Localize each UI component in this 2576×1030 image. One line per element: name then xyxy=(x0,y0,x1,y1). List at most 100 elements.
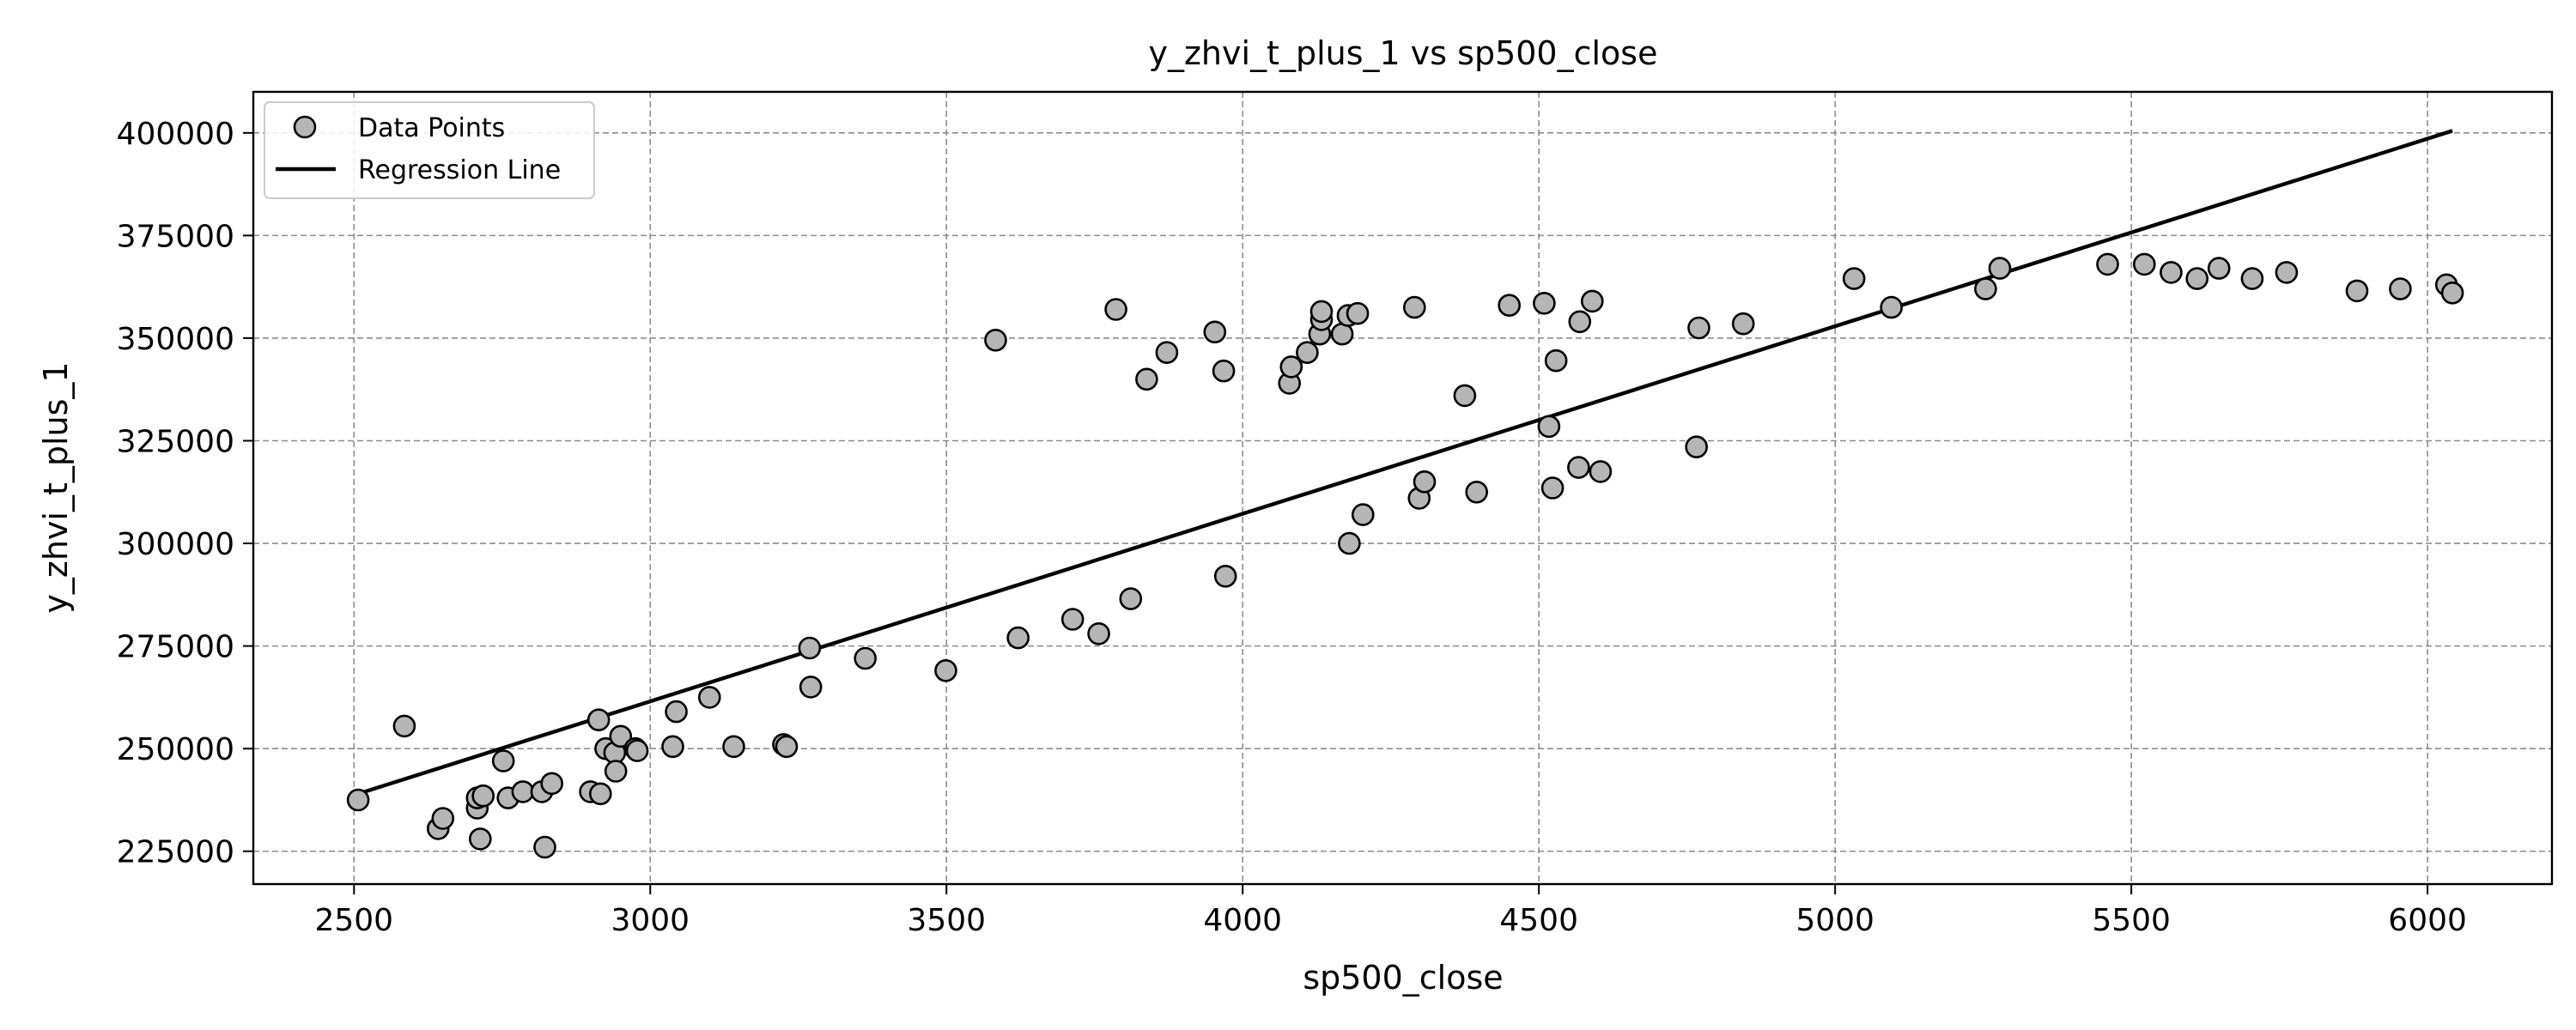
data-point xyxy=(1465,480,1488,504)
data-points-layer xyxy=(346,252,2464,859)
data-point xyxy=(1540,476,1564,500)
data-point xyxy=(1589,460,1613,483)
data-point xyxy=(346,788,370,812)
data-point xyxy=(2275,261,2299,284)
data-point xyxy=(625,739,649,762)
legend-marker-data-points xyxy=(293,115,317,139)
data-point xyxy=(1212,359,1236,383)
data-point xyxy=(1060,608,1084,631)
data-point xyxy=(2096,252,2119,276)
data-point xyxy=(1119,587,1143,610)
data-point xyxy=(2240,267,2264,290)
data-point xyxy=(1685,435,1708,459)
data-point xyxy=(1413,470,1437,494)
y-tick-label: 375000 xyxy=(117,219,234,254)
data-point xyxy=(1567,456,1590,479)
data-point xyxy=(1568,310,1592,334)
legend-label-regression-line: Regression Line xyxy=(358,155,561,185)
data-point xyxy=(2389,277,2412,300)
data-point xyxy=(468,827,492,851)
y-tick-label: 325000 xyxy=(117,425,234,460)
data-point xyxy=(1403,295,1426,319)
data-point xyxy=(1104,298,1127,321)
x-tick-label: 5500 xyxy=(2092,903,2171,938)
y-tick-label: 400000 xyxy=(117,117,234,152)
chart-title: y_zhvi_t_plus_1 vs sp500_close xyxy=(1149,34,1658,72)
x-tick-label: 6000 xyxy=(2388,903,2467,938)
plot-frame xyxy=(252,90,2554,886)
data-point xyxy=(392,714,416,738)
data-point xyxy=(1338,531,1361,555)
x-tick-label: 4000 xyxy=(1203,903,1282,938)
data-point xyxy=(471,784,495,808)
x-tick-label: 2500 xyxy=(314,903,393,938)
data-point xyxy=(1203,320,1227,344)
data-point xyxy=(984,328,1007,352)
data-point xyxy=(586,708,611,732)
data-point xyxy=(1498,294,1521,318)
y-axis-title: y_zhvi_t_plus_1 xyxy=(37,361,75,613)
data-point xyxy=(854,646,878,670)
legend-box xyxy=(264,101,595,199)
data-point xyxy=(1155,341,1179,365)
data-point xyxy=(609,724,633,748)
data-point xyxy=(533,835,556,859)
y-tick-label: 225000 xyxy=(117,835,234,870)
data-point xyxy=(1533,291,1556,315)
x-tick-label: 3500 xyxy=(907,903,986,938)
data-point xyxy=(2185,267,2208,290)
data-point xyxy=(799,676,823,699)
axis-ticks: 2500 3000 3500 4000 4500 5000 5500 6000 225000 25… xyxy=(117,117,2467,938)
data-point xyxy=(604,760,628,783)
data-point xyxy=(1346,301,1370,325)
data-point xyxy=(1213,564,1237,588)
data-point xyxy=(1988,257,2012,280)
regression-line-layer xyxy=(357,129,2453,796)
data-point xyxy=(588,782,612,806)
data-point xyxy=(2440,281,2464,305)
data-point xyxy=(665,700,688,724)
data-point xyxy=(697,686,721,709)
regression-line xyxy=(357,129,2453,796)
data-point xyxy=(540,772,564,796)
x-tick-label: 5000 xyxy=(1795,903,1874,938)
data-point xyxy=(2345,279,2369,303)
data-point xyxy=(1880,295,1903,319)
data-point xyxy=(1352,503,1375,526)
data-point xyxy=(1087,621,1110,645)
data-point xyxy=(1842,267,1866,290)
data-point xyxy=(491,749,515,772)
data-point xyxy=(1537,415,1561,439)
data-point xyxy=(1544,348,1568,373)
x-tick-label: 4500 xyxy=(1499,903,1578,938)
data-point xyxy=(1581,289,1604,313)
legend-label-data-points: Data Points xyxy=(358,113,505,143)
legend: Data Points Regression Line xyxy=(264,101,595,199)
data-point xyxy=(511,780,535,803)
data-point xyxy=(1731,312,1755,336)
data-point xyxy=(798,636,822,660)
data-point xyxy=(1006,626,1030,650)
data-point xyxy=(1974,277,1997,300)
data-point xyxy=(431,807,455,830)
data-point xyxy=(1135,367,1158,391)
data-point xyxy=(934,658,957,682)
data-point xyxy=(722,735,745,759)
data-point xyxy=(1309,300,1334,324)
data-point xyxy=(2160,261,2183,284)
y-tick-label: 350000 xyxy=(117,322,234,357)
data-point xyxy=(775,735,799,759)
y-tick-label: 275000 xyxy=(117,630,234,665)
y-tick-label: 300000 xyxy=(117,527,234,562)
data-point xyxy=(1687,316,1710,340)
data-point xyxy=(2207,257,2231,280)
x-tick-label: 3000 xyxy=(611,903,690,938)
data-point xyxy=(661,735,684,759)
y-tick-label: 250000 xyxy=(117,732,234,767)
data-point xyxy=(1279,355,1303,379)
x-axis-title: sp500_close xyxy=(1303,959,1503,997)
data-point xyxy=(1296,341,1319,365)
data-point xyxy=(2133,252,2156,276)
